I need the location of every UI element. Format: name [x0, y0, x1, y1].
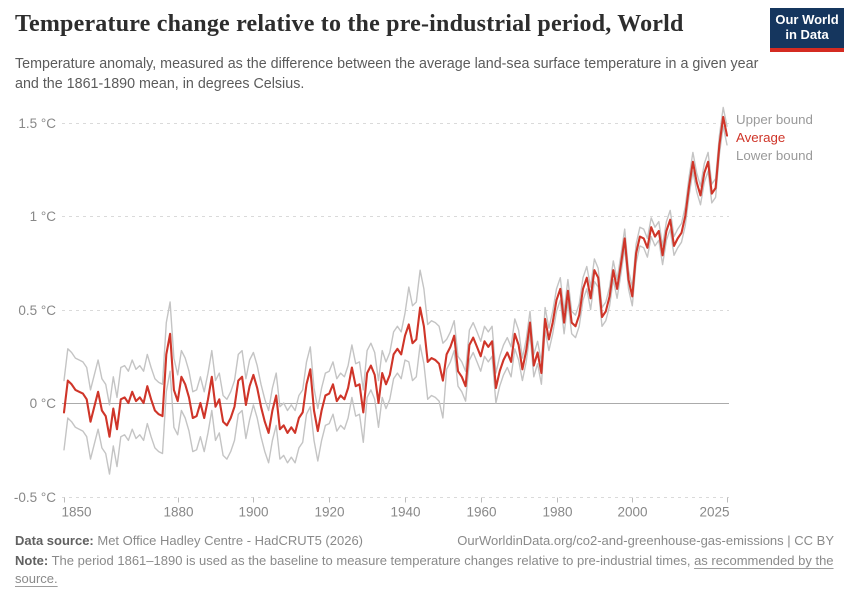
y-axis-tick-label: 1.5 °C: [18, 116, 56, 131]
source-link[interactable]: as recommended by the source.: [15, 553, 834, 587]
footer-sources-row: Data source: Met Office Hadley Centre - …: [15, 533, 834, 548]
x-axis-tick-label: 2000: [617, 505, 647, 520]
legend-item-upper-bound[interactable]: Upper bound: [736, 112, 813, 127]
average-line: [62, 115, 729, 438]
owid-logo-line2: in Data: [785, 27, 829, 42]
data-source-line: Data source: Met Office Hadley Centre - …: [15, 533, 363, 548]
y-axis-tick-label: 1 °C: [30, 209, 57, 224]
chart-subtitle: Temperature anomaly, measured as the dif…: [15, 56, 759, 92]
note-text: The period 1861–1890 is used as the base…: [51, 553, 691, 568]
data-source-label: Data source:: [15, 533, 94, 548]
x-axis-tick-label: 1920: [314, 505, 344, 520]
x-axis-tick-label: 1980: [542, 505, 572, 520]
footer-note: Note: The period 1861–1890 is used as th…: [15, 552, 837, 589]
line-chart: -0.5 °C 0 °C 0.5 °C 1 °C 1.5 °C 1850 1880 1900 1…: [14, 106, 730, 520]
x-axis-tick-label: 1880: [163, 505, 193, 520]
legend-item-lower-bound[interactable]: Lower bound: [736, 148, 813, 163]
y-axis-tick-label: -0.5 °C: [14, 490, 56, 505]
x-axis-tick-label: 2025: [699, 505, 729, 520]
x-axis-tick-label: 1850: [62, 505, 92, 520]
x-axis-tick-label: 1900: [238, 505, 268, 520]
upper-bound-line: [63, 106, 728, 412]
lower-bound-line: [63, 125, 728, 475]
data-source-value: Met Office Hadley Centre - HadCRUT5 (202…: [97, 533, 364, 548]
x-axis-tick-label: 1960: [466, 505, 496, 520]
note-label: Note:: [15, 553, 49, 568]
x-axis-tick-label: 1940: [390, 505, 420, 520]
owid-logo-line1: Our World: [775, 12, 839, 27]
owid-logo[interactable]: Our World in Data: [770, 8, 844, 52]
legend-item-average[interactable]: Average: [736, 130, 786, 145]
y-axis-tick-label: 0.5 °C: [18, 303, 56, 318]
y-axis-tick-label: 0 °C: [30, 396, 57, 411]
attribution-link[interactable]: OurWorldinData.org/co2-and-greenhouse-ga…: [457, 533, 834, 548]
page-title: Temperature change relative to the pre-i…: [15, 11, 684, 37]
